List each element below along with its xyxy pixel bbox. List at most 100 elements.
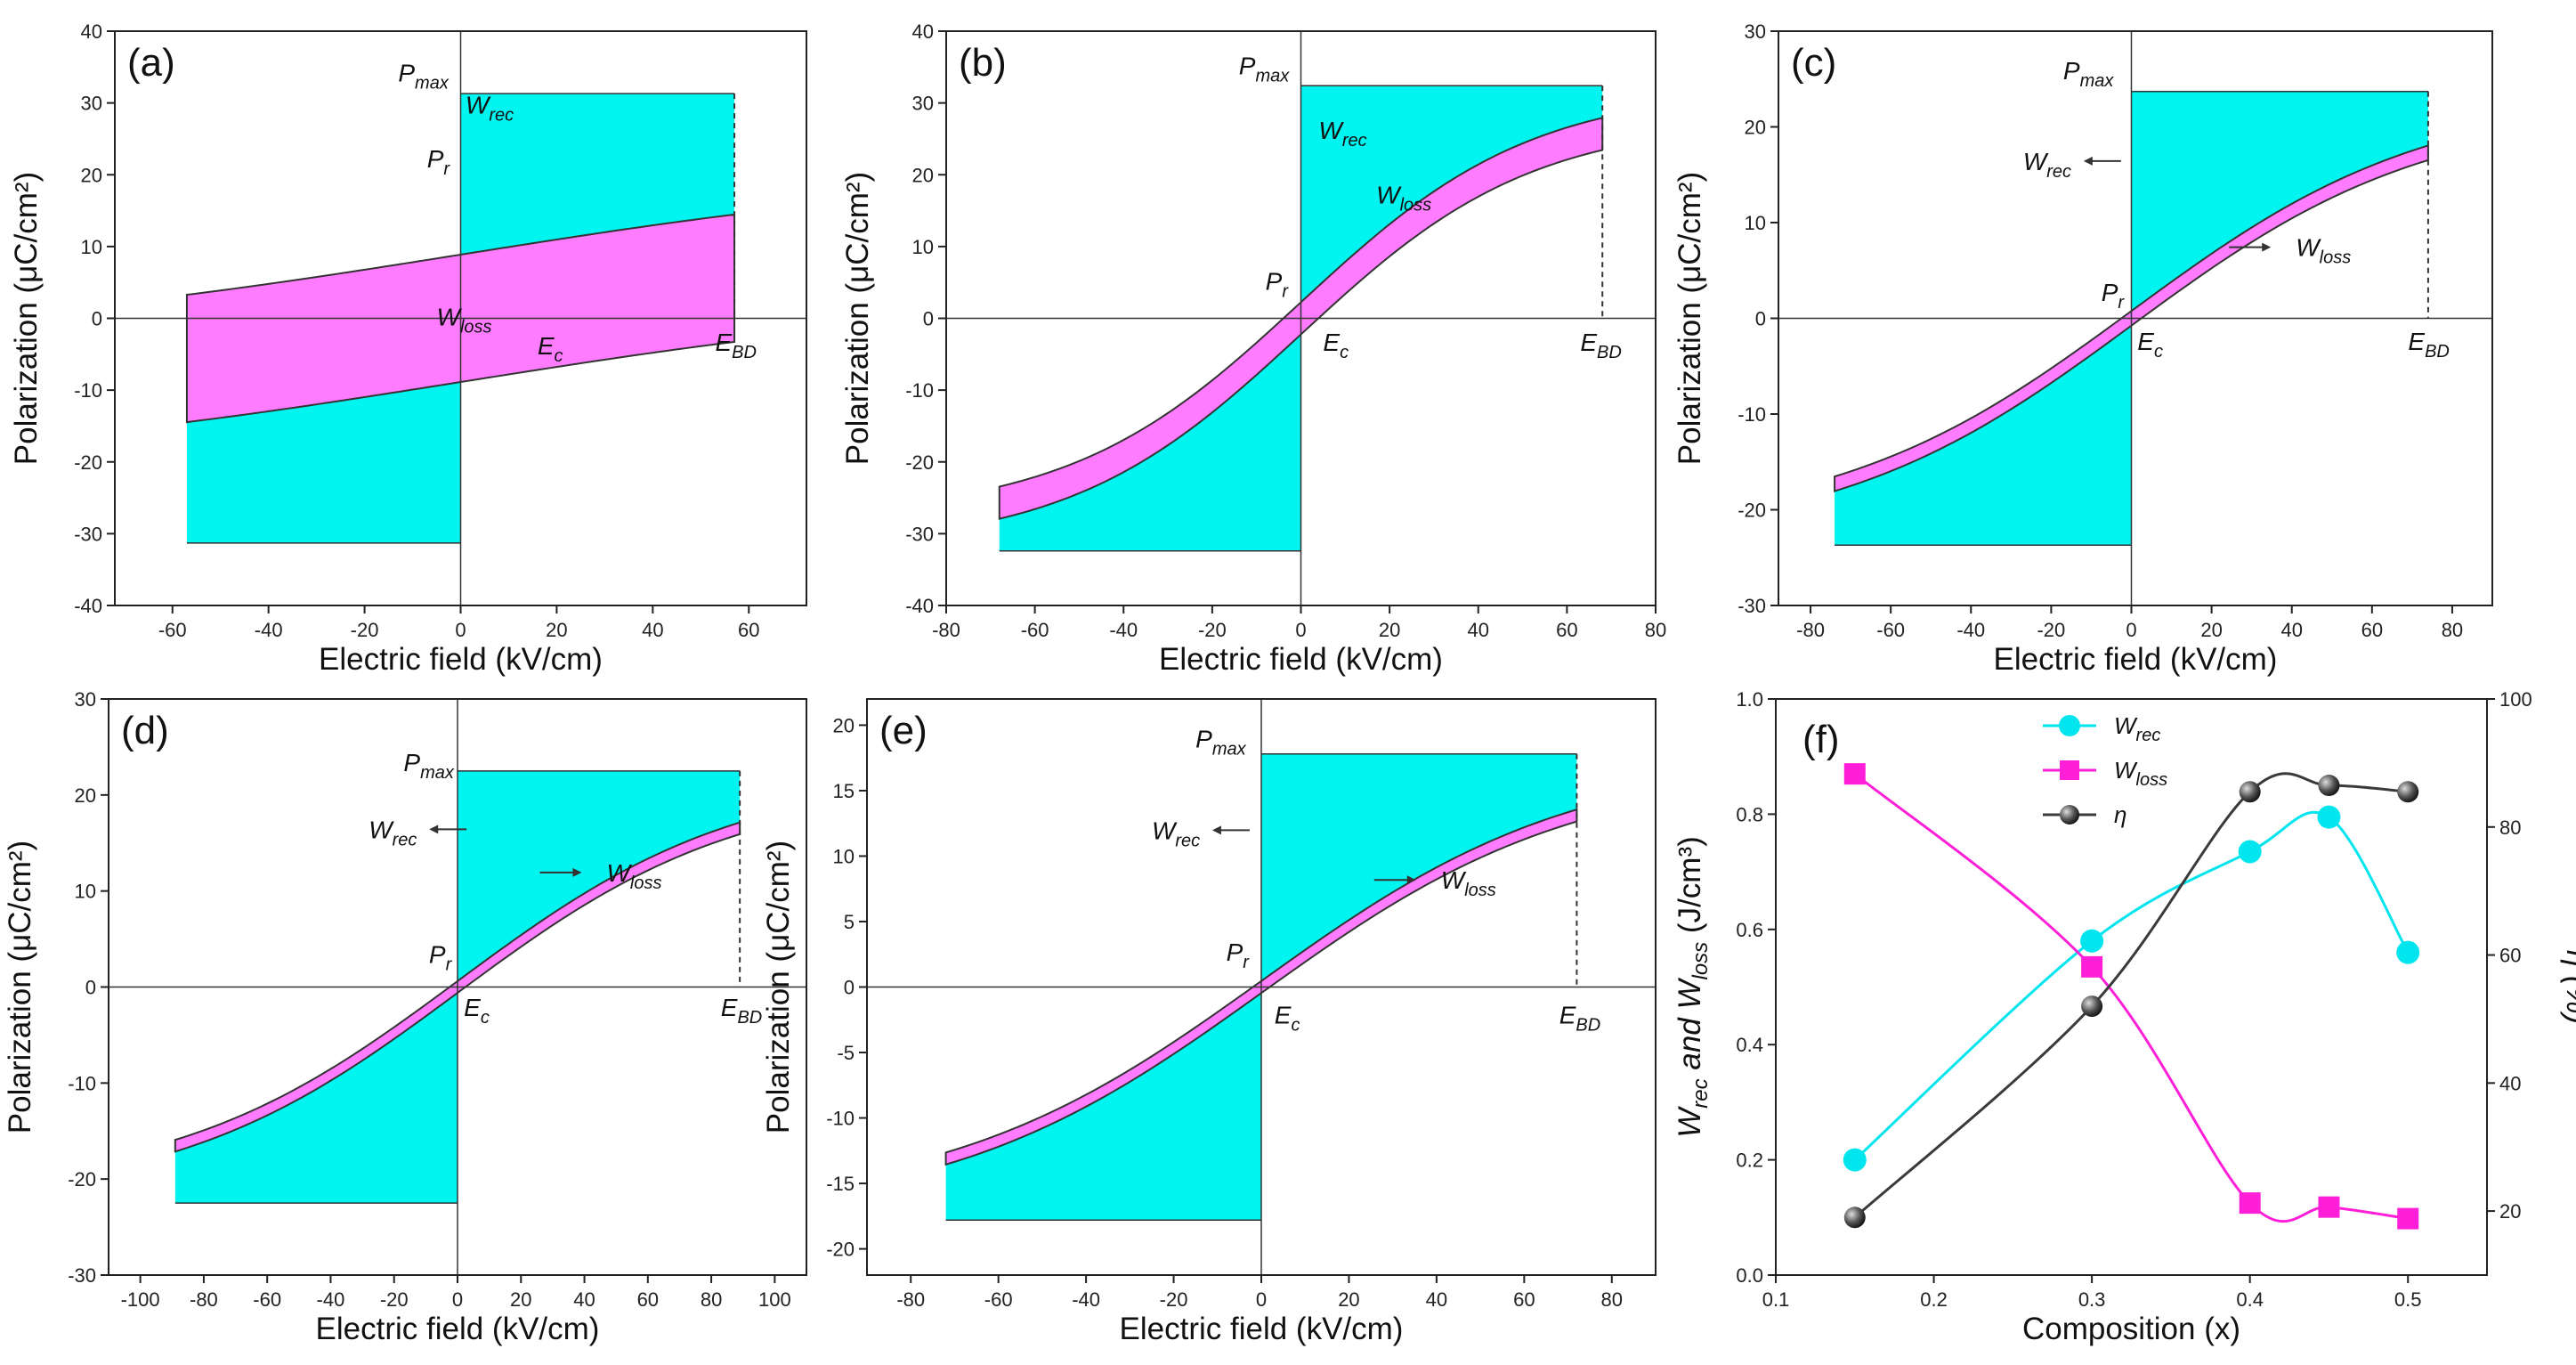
annotation-p-max-main: P [1195,725,1212,752]
x-tick-label: -40 [1072,1288,1100,1311]
point-W_rec [2396,940,2420,964]
y-tick-label: 0 [923,308,934,330]
annotation-w-loss-sub: loss [2320,248,2352,268]
y-tick-label: -10 [826,1108,855,1130]
legend-marker [2060,805,2079,825]
x-axis-label: Electric field (kV/cm) [316,1312,600,1346]
legend-label-η: η [2114,801,2126,828]
annotation-p-r-sub: r [2118,293,2125,313]
point-η [2318,775,2340,797]
x-tick-label: -80 [190,1288,218,1311]
annotation-w-rec-main: W [369,816,394,843]
annotation-e-c-sub: c [555,346,563,366]
y-axis-label: Polarization (μC/cm²) [1673,172,1707,465]
wrec-region-upper [458,770,741,981]
annotation-e-c-sub: c [2154,342,2163,362]
x-tick-label: 40 [1468,619,1489,641]
y-right-tick-label: 80 [2499,817,2521,839]
x-tick-label: 80 [701,1288,722,1311]
annotation-e-BD: EBD [1559,1002,1600,1036]
x-tick-label: 0 [1295,619,1306,641]
x-tick-label: 100 [758,1288,791,1311]
annotation-e-c: Ec [1275,1002,1300,1036]
annotation-e-c-sub: c [1291,1016,1300,1036]
y-left-tick-label: 0.8 [1736,803,1763,825]
annotation-w-loss-sub: loss [1464,881,1496,900]
y-tick-label: 5 [844,911,855,933]
y-tick-label: 0 [92,308,102,330]
point-W_loss [2239,1192,2261,1215]
annotation-e-c-main: E [538,332,555,360]
annotation-w-rec: Wrec [2023,148,2071,182]
annotation-e-c: Ec [2137,328,2163,362]
y-tick-label: -20 [1738,500,1766,522]
x-tick-label: 80 [1601,1288,1623,1311]
annotation-p-r-main: P [1266,267,1283,295]
x-tick-label: 20 [2200,619,2222,641]
x-tick-label: -100 [121,1288,160,1311]
y-tick-label: 10 [75,881,96,903]
annotation-p-r-main: P [2102,279,2118,306]
annotation-w-rec-main: W [1318,117,1344,144]
annotation-p-max: Pmax [403,749,454,783]
y-tick-label: 10 [912,236,934,258]
y-tick-label: 20 [1745,117,1766,139]
y-tick-label: -20 [826,1239,855,1261]
annotation-p-max-sub: max [1255,66,1290,85]
annotation-e-c-main: E [464,994,481,1021]
x-tick-label: -80 [896,1288,925,1311]
annotation-p-r-sub: r [446,955,453,975]
y-tick-label: 30 [1745,20,1766,43]
x-tick-label: -20 [380,1288,409,1311]
legend-label-W_loss: Wloss [2114,757,2167,790]
annotation-e-BD: EBD [2408,328,2449,362]
y-axis-label: Polarization (μC/cm²) [9,172,44,465]
point-W_loss [2081,955,2103,978]
x-tick-label: 0.1 [1762,1288,1790,1311]
panel-label: (b) [959,41,1007,85]
annotation-p-r: Pr [427,145,451,179]
panel-label: (d) [121,709,169,752]
legend-label-W_loss-main: W [2114,757,2138,784]
annotation-w-loss: Wloss [606,859,661,893]
annotation-p-r: Pr [429,941,453,975]
annotation-e-BD: EBD [721,994,762,1028]
annotation-w-loss: Wloss [2296,234,2351,268]
x-tick-label: 60 [738,619,759,641]
arrow-head [2262,242,2272,252]
x-axis-label: Composition (x) [2022,1312,2240,1346]
legend-label-W_rec: Wrec [2114,712,2160,745]
annotation-w-loss-sub: loss [630,873,662,893]
annotation-e-c-sub: c [481,1008,490,1028]
annotation-w-rec: Wrec [1318,117,1366,150]
y-tick-label: 10 [1745,212,1766,234]
x-tick-label: -60 [253,1288,281,1311]
x-tick-label: 40 [1426,1288,1447,1311]
annotation-e-BD-main: E [721,994,738,1021]
point-W_rec [2317,805,2341,829]
y-tick-label: -10 [1738,403,1766,426]
panel-label: (f) [1802,718,1840,761]
wrec-region-upper [1261,753,1577,981]
annotation-e-BD-sub: BD [737,1008,762,1028]
annotation-p-r-main: P [427,145,444,173]
x-tick-label: 20 [510,1288,531,1311]
x-tick-label: 60 [1556,619,1577,641]
x-tick-label: -20 [2037,619,2065,641]
chart-panel-d: -100 -80 -60 -40 -20 0 20 40 60 80 100-30-20-10010… [3,688,807,1346]
point-W_loss [2397,1207,2419,1230]
y-axis-label: Polarization (μC/cm²) [761,841,796,1133]
x-axis-label: Electric field (kV/cm) [1994,642,2278,677]
series-line-W_rec [1853,810,2410,1161]
y-tick-label: 15 [833,780,855,802]
y-tick-label: 20 [912,164,934,186]
y-tick-label: 0 [844,977,855,999]
y-tick-label: -15 [826,1173,855,1195]
legend-label-W_loss-sub: loss [2136,770,2168,790]
x-tick-label: -80 [1796,619,1825,641]
x-tick-label: 80 [1645,619,1666,641]
annotation-w-loss-main: W [1441,866,1467,894]
y-right-tick-label: 20 [2499,1200,2521,1223]
x-axis-label: Electric field (kV/cm) [1120,1312,1404,1346]
